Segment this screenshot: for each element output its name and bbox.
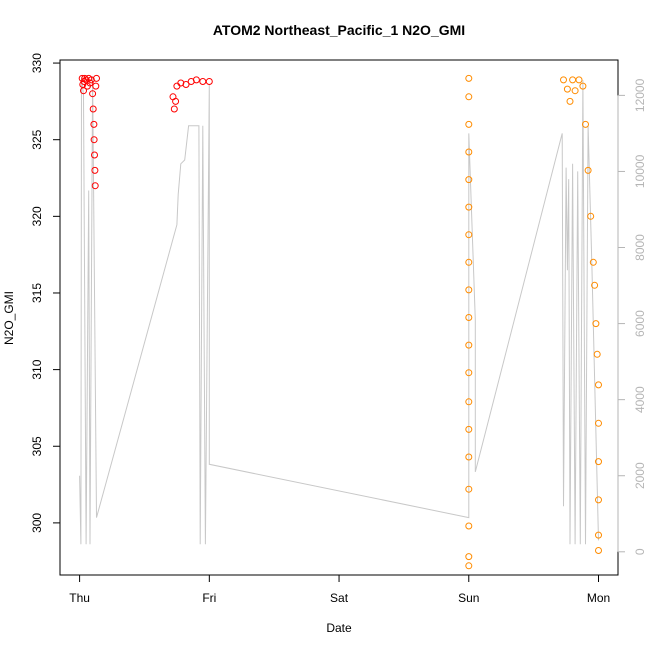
y2-tick-label: 0 <box>633 548 647 555</box>
data-point-red <box>90 136 98 144</box>
chart-title: ATOM2 Northeast_Pacific_1 N2O_GMI <box>213 22 465 38</box>
x-axis: Thu Fri Sat Sun Mon <box>69 574 610 605</box>
data-point-orange <box>587 212 595 220</box>
data-point-orange <box>569 76 577 84</box>
data-point-orange <box>571 87 579 95</box>
data-point-orange <box>560 76 567 84</box>
data-point-red <box>92 82 100 90</box>
data-point-orange <box>593 350 601 358</box>
series-orange <box>465 74 602 570</box>
data-point-orange <box>465 120 473 128</box>
y2-tick-label: 10000 <box>633 154 647 188</box>
data-point-red <box>173 82 181 90</box>
y2-tick-label: 6000 <box>633 310 647 337</box>
y-tick-label: 315 <box>30 283 44 303</box>
data-point-orange <box>465 341 473 349</box>
altitude-line-layer <box>79 76 599 545</box>
data-point-red <box>182 81 190 88</box>
x-tick-label: Thu <box>69 591 90 605</box>
x-tick-label: Mon <box>587 591 610 605</box>
data-point-orange <box>591 281 599 289</box>
y-tick-label: 325 <box>30 129 44 149</box>
y-axis: 300 305 310 315 320 325 330 <box>30 53 61 533</box>
plot-frame <box>59 59 619 576</box>
data-point-red <box>192 76 200 84</box>
data-point-red <box>170 105 178 113</box>
data-point-orange <box>465 485 473 493</box>
data-point-orange <box>592 320 600 328</box>
data-point-orange <box>575 76 583 84</box>
data-point-orange <box>465 93 473 101</box>
data-point-orange <box>595 381 602 389</box>
y-tick-label: 320 <box>30 206 44 226</box>
y2-axis-right: 0 2000 4000 6000 8000 10000 12000 <box>617 78 647 555</box>
y-tick-label: 310 <box>30 359 44 379</box>
y2-tick-label: 8000 <box>633 234 647 261</box>
data-point-red <box>199 78 207 85</box>
data-point-orange <box>465 286 473 294</box>
data-point-orange <box>465 74 473 82</box>
series-layer <box>78 74 602 570</box>
data-point-orange <box>465 314 473 321</box>
series-red <box>78 74 213 190</box>
data-point-orange <box>465 258 473 266</box>
y2-tick-label: 4000 <box>633 386 647 413</box>
data-point-red <box>91 151 98 159</box>
data-point-red <box>91 166 99 174</box>
y-tick-label: 300 <box>30 513 44 533</box>
x-tick-label: Sat <box>330 591 349 605</box>
y-axis-label: N2O_GMI <box>2 291 16 345</box>
data-point-orange <box>563 85 571 93</box>
data-point-red <box>89 105 97 113</box>
data-point-red <box>205 78 213 85</box>
data-point-red <box>90 120 98 128</box>
data-point-orange <box>465 148 473 156</box>
y-tick-label: 305 <box>30 436 44 456</box>
data-point-orange <box>595 531 602 539</box>
y2-tick-label: 12000 <box>633 78 647 112</box>
data-point-red <box>86 79 94 87</box>
y-tick-label: 330 <box>30 53 44 73</box>
data-point-orange <box>595 496 602 504</box>
data-point-orange <box>465 203 473 211</box>
x-tick-label: Fri <box>202 591 216 605</box>
data-point-orange <box>465 553 473 561</box>
y2-tick-label: 2000 <box>633 462 647 489</box>
data-point-red <box>89 90 97 98</box>
data-point-red <box>81 74 89 82</box>
data-point-orange <box>465 398 473 406</box>
data-point-orange <box>566 97 574 105</box>
data-point-orange <box>595 458 602 466</box>
data-point-orange <box>595 547 602 554</box>
data-point-orange <box>465 425 473 433</box>
data-point-red <box>172 97 180 105</box>
data-point-red <box>80 87 87 95</box>
data-point-orange <box>465 369 473 377</box>
data-point-orange <box>584 166 592 174</box>
data-point-orange <box>595 419 602 427</box>
data-point-orange <box>589 258 597 266</box>
data-point-red <box>93 74 100 82</box>
data-point-orange <box>465 231 473 239</box>
data-point-orange <box>579 82 587 90</box>
data-point-orange <box>465 522 473 530</box>
x-tick-label: Sun <box>458 591 479 605</box>
altitude-line <box>79 76 599 545</box>
data-point-orange <box>465 176 473 184</box>
x-axis-label: Date <box>326 621 352 635</box>
data-point-orange <box>465 453 473 461</box>
data-point-orange <box>465 562 473 570</box>
data-point-orange <box>582 120 589 128</box>
data-point-red <box>91 182 99 190</box>
